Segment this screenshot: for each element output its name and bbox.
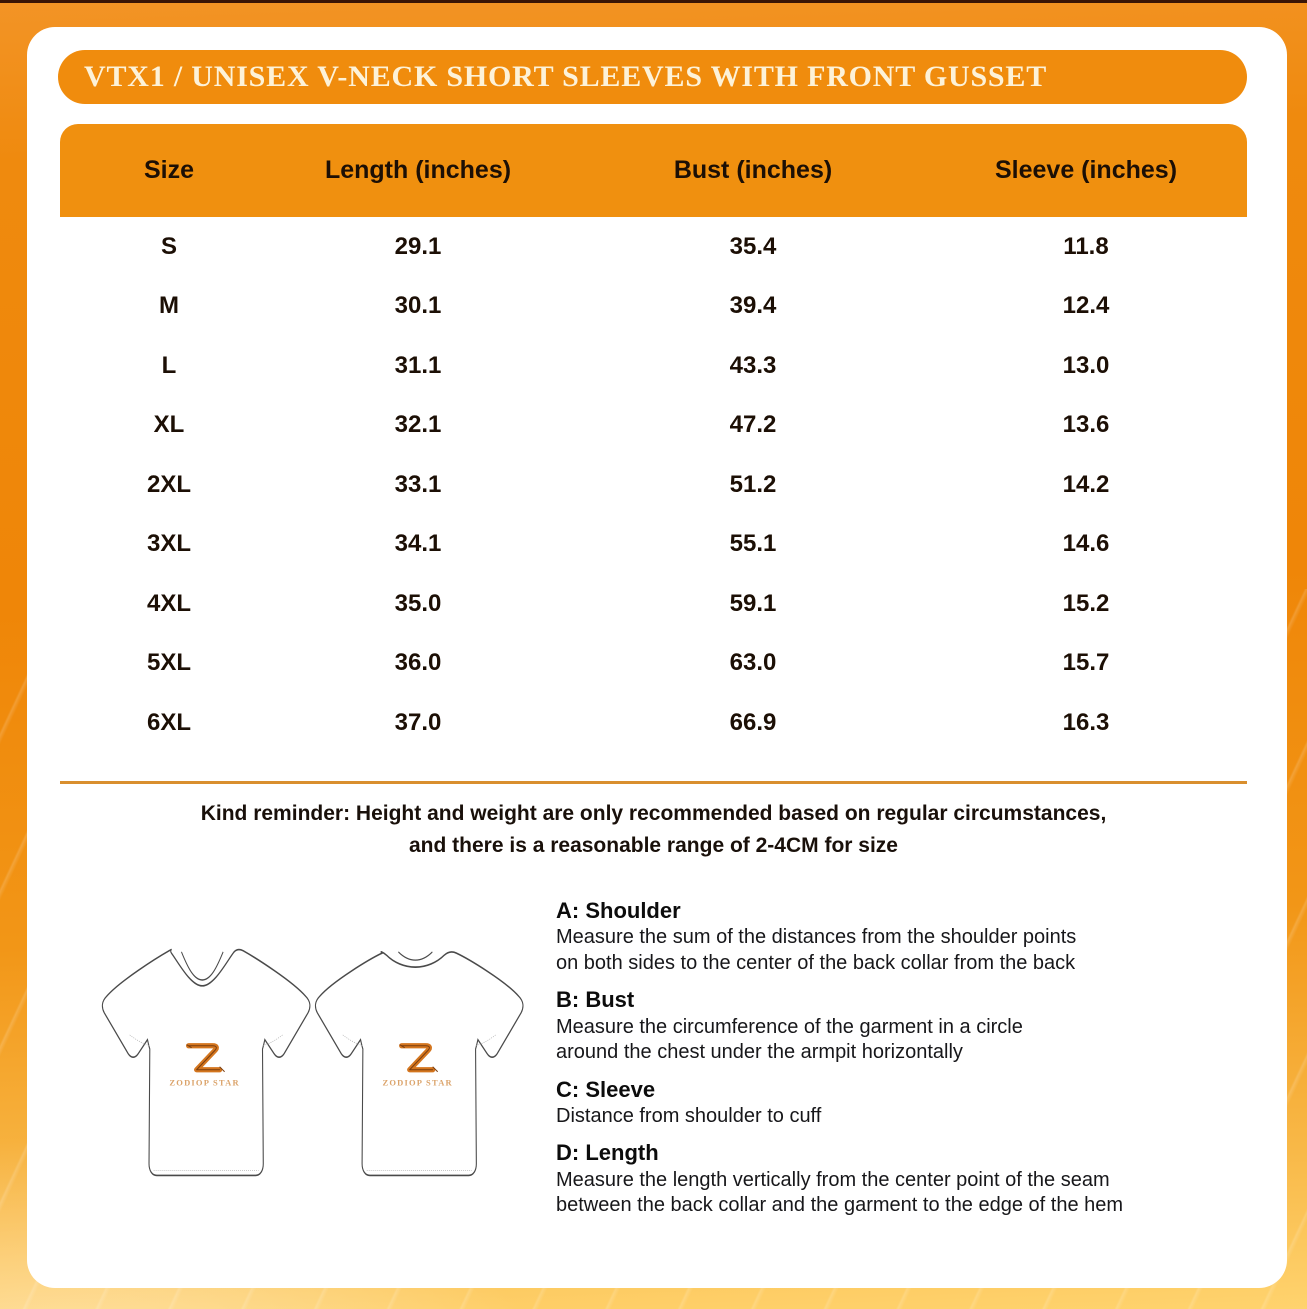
svg-text:ZODIOP STAR: ZODIOP STAR	[382, 1078, 452, 1088]
svg-text:ZODIOP STAR: ZODIOP STAR	[169, 1078, 239, 1088]
